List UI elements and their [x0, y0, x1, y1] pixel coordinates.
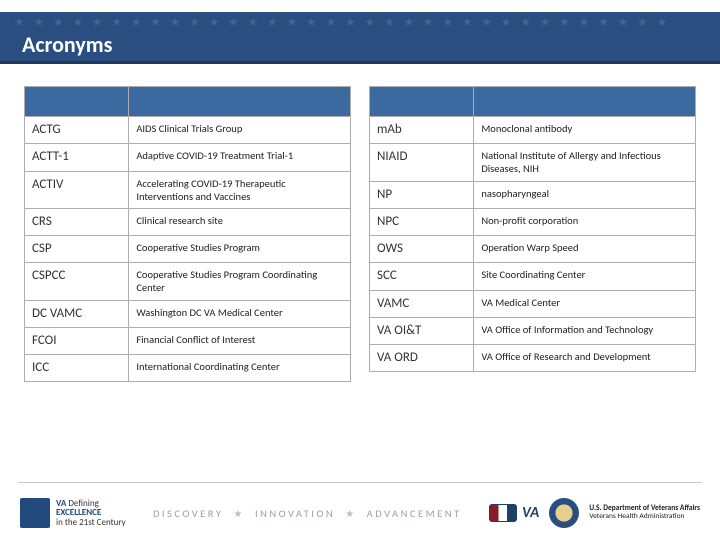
acronym-cell: SCC: [370, 263, 474, 290]
definition-cell: Accelerating COVID-19 Therapeutic Interv…: [129, 171, 351, 208]
slide: ★ ★ ★ ★ ★ ★ ★ ★ ★ ★ ★ ★ ★ ★ ★ ★ ★ ★ ★ ★ …: [0, 0, 720, 540]
col-header: [370, 87, 474, 117]
footer-right-logos: VA U.S. Department of Veterans Affairs V…: [489, 498, 700, 528]
tables-wrapper: ACTGAIDS Clinical Trials Group ACTT-1Ada…: [24, 86, 696, 382]
dept-text: U.S. Department of Veterans Affairs Vete…: [589, 505, 700, 522]
table-row: NIAIDNational Institute of Allergy and I…: [370, 144, 696, 181]
star-icon: ★: [233, 507, 244, 520]
definition-cell: VA Medical Center: [474, 290, 696, 317]
definition-cell: Financial Conflict of Interest: [129, 327, 351, 354]
acronym-cell: ACTIV: [25, 171, 129, 208]
acronym-table-left: ACTGAIDS Clinical Trials Group ACTT-1Ada…: [24, 86, 351, 382]
acronym-cell: OWS: [370, 236, 474, 263]
va-seal-icon: [549, 498, 579, 528]
table-row: ACTIVAccelerating COVID-19 Therapeutic I…: [25, 171, 351, 208]
va-wordmark: VA: [489, 504, 539, 522]
table-row: NPCNon-profit corporation: [370, 208, 696, 235]
footer-divider: [18, 482, 702, 483]
acronym-cell: DC VAMC: [25, 300, 129, 327]
footer-word: DISCOVERY: [153, 507, 224, 520]
footer-keywords: DISCOVERY ★ INNOVATION ★ ADVANCEMENT: [153, 507, 462, 520]
table-row: CSPCooperative Studies Program: [25, 236, 351, 263]
table-row: OWSOperation Warp Speed: [370, 236, 696, 263]
star-row: ★ ★ ★ ★ ★ ★ ★ ★ ★ ★ ★ ★ ★ ★ ★ ★ ★ ★ ★ ★ …: [0, 12, 720, 32]
acronym-cell: VA ORD: [370, 345, 474, 372]
footer-inner: VA Defining EXCELLENCE in the 21st Centu…: [0, 482, 720, 540]
acronym-cell: ICC: [25, 355, 129, 382]
acronym-cell: CSPCC: [25, 263, 129, 300]
definition-cell: nasopharyngeal: [474, 181, 696, 208]
acronym-cell: mAb: [370, 117, 474, 144]
acronym-cell: NPC: [370, 208, 474, 235]
table-row: VA OI&TVA Office of Information and Tech…: [370, 317, 696, 344]
table-row: SCCSite Coordinating Center: [370, 263, 696, 290]
flag-icon: [489, 504, 517, 522]
va-mark-icon: [20, 498, 50, 528]
table-row: ACTT-1Adaptive COVID-19 Treatment Trial-…: [25, 144, 351, 171]
definition-cell: Washington DC VA Medical Center: [129, 300, 351, 327]
footer: VA Defining EXCELLENCE in the 21st Centu…: [0, 482, 720, 540]
definition-cell: International Coordinating Center: [129, 355, 351, 382]
table-row: VA ORDVA Office of Research and Developm…: [370, 345, 696, 372]
acronym-cell: CSP: [25, 236, 129, 263]
header-band: ★ ★ ★ ★ ★ ★ ★ ★ ★ ★ ★ ★ ★ ★ ★ ★ ★ ★ ★ ★ …: [0, 0, 720, 64]
acronym-cell: ACTT-1: [25, 144, 129, 171]
acronym-cell: NP: [370, 181, 474, 208]
table-row: FCOIFinancial Conflict of Interest: [25, 327, 351, 354]
definition-cell: Cooperative Studies Program: [129, 236, 351, 263]
content: ACTGAIDS Clinical Trials Group ACTT-1Ada…: [0, 64, 720, 382]
acronym-cell: VAMC: [370, 290, 474, 317]
acronym-cell: VA OI&T: [370, 317, 474, 344]
table-row: CSPCCCooperative Studies Program Coordin…: [25, 263, 351, 300]
definition-cell: Cooperative Studies Program Coordinating…: [129, 263, 351, 300]
col-header: [474, 87, 696, 117]
footer-word: INNOVATION: [255, 507, 335, 520]
definition-cell: Clinical research site: [129, 208, 351, 235]
table-row: VAMCVA Medical Center: [370, 290, 696, 317]
definition-cell: VA Office of Information and Technology: [474, 317, 696, 344]
acronym-table-right: mAbMonoclonal antibody NIAIDNational Ins…: [369, 86, 696, 372]
acronym-cell: FCOI: [25, 327, 129, 354]
col-header: [25, 87, 129, 117]
acronym-cell: ACTG: [25, 117, 129, 144]
definition-cell: Site Coordinating Center: [474, 263, 696, 290]
definition-cell: AIDS Clinical Trials Group: [129, 117, 351, 144]
definition-cell: Adaptive COVID-19 Treatment Trial-1: [129, 144, 351, 171]
va-excellence-logo: VA Defining EXCELLENCE in the 21st Centu…: [20, 498, 126, 528]
page-title: Acronyms: [22, 31, 112, 58]
definition-cell: National Institute of Allergy and Infect…: [474, 144, 696, 181]
acronym-cell: NIAID: [370, 144, 474, 181]
table-row: ACTGAIDS Clinical Trials Group: [25, 117, 351, 144]
col-header: [129, 87, 351, 117]
acronym-cell: CRS: [25, 208, 129, 235]
definition-cell: Operation Warp Speed: [474, 236, 696, 263]
definition-cell: Monoclonal antibody: [474, 117, 696, 144]
table-row: ICCInternational Coordinating Center: [25, 355, 351, 382]
left-column: ACTGAIDS Clinical Trials Group ACTT-1Ada…: [24, 86, 351, 382]
table-row: NPnasopharyngeal: [370, 181, 696, 208]
footer-word: ADVANCEMENT: [367, 507, 462, 520]
definition-cell: VA Office of Research and Development: [474, 345, 696, 372]
definition-cell: Non-profit corporation: [474, 208, 696, 235]
table-row: CRSClinical research site: [25, 208, 351, 235]
va-logo-text: VA Defining EXCELLENCE in the 21st Centu…: [56, 499, 126, 527]
table-row: DC VAMCWashington DC VA Medical Center: [25, 300, 351, 327]
right-column: mAbMonoclonal antibody NIAIDNational Ins…: [369, 86, 696, 382]
table-row: mAbMonoclonal antibody: [370, 117, 696, 144]
star-icon: ★: [345, 507, 356, 520]
